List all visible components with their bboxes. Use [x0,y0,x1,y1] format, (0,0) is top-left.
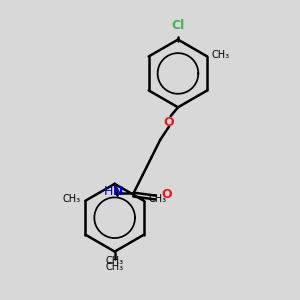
Text: CH₃: CH₃ [148,194,166,204]
Text: Cl: Cl [171,19,184,32]
Text: CH₃: CH₃ [63,194,81,204]
Text: CH₃: CH₃ [106,256,124,266]
Text: CH₃: CH₃ [212,50,230,60]
Text: O: O [162,188,172,201]
Text: H: H [104,185,113,198]
Text: N: N [112,185,123,198]
Text: CH₃: CH₃ [106,262,124,272]
Text: O: O [164,116,175,128]
